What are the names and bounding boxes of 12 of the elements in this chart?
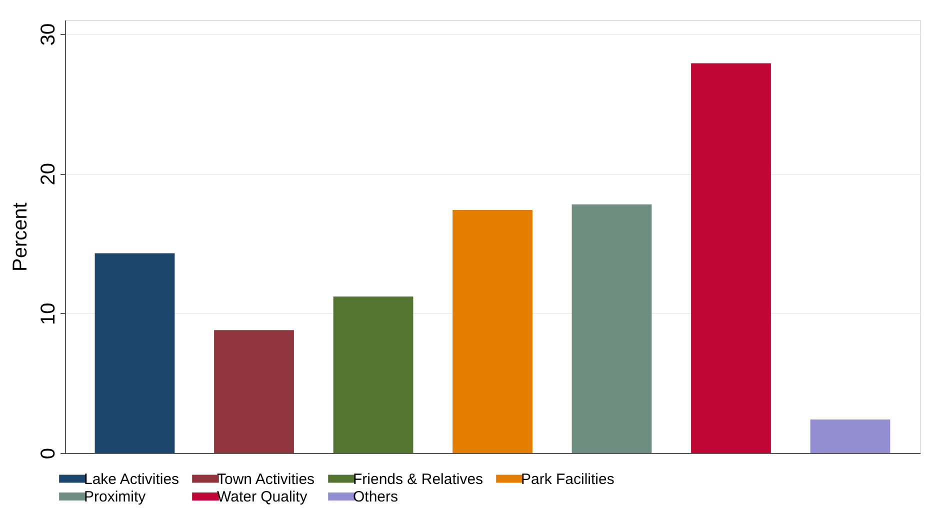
legend-label: Park Facilities bbox=[521, 470, 614, 488]
legend-label: Town Activities bbox=[217, 470, 315, 488]
legend-label: Water Quality bbox=[217, 488, 308, 506]
y-tick-label: 30 bbox=[38, 23, 60, 46]
legend-label: Friends & Relatives bbox=[353, 470, 484, 488]
y-axis-title: Percent bbox=[10, 202, 32, 272]
y-tick-label: 0 bbox=[38, 448, 60, 460]
y-tick-label: 20 bbox=[38, 163, 60, 186]
y-tick-label: 10 bbox=[38, 302, 60, 325]
legend-label: Proximity bbox=[84, 488, 146, 506]
legend-label: Others bbox=[353, 488, 398, 506]
legend-label: Lake Activities bbox=[84, 470, 180, 488]
